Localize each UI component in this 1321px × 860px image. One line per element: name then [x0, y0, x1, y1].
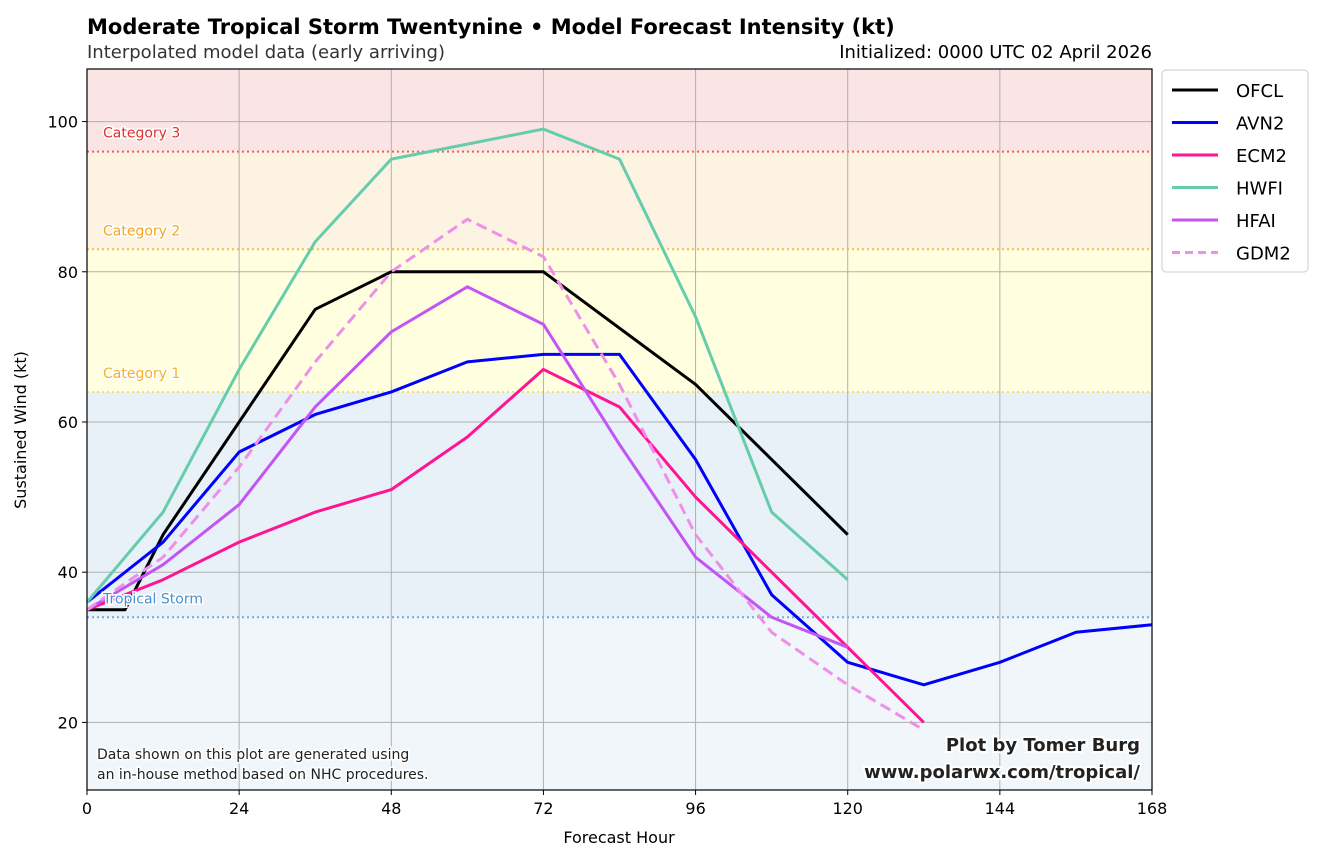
series-line-avn2 [86, 352, 1153, 687]
chart-subtitle: Interpolated model data (early arriving) [87, 42, 445, 63]
x-tick-label: 0 [82, 799, 92, 818]
band-tropical-storm [87, 391, 1152, 618]
y-tick-label: 60 [58, 413, 78, 432]
x-tick-label: 48 [381, 799, 401, 818]
legend-box [1161, 69, 1309, 273]
y-tick-label: 20 [58, 713, 78, 732]
x-tick-label: 120 [832, 799, 863, 818]
legend-label-hfai: HFAI [1236, 211, 1276, 232]
legend-label-ecm2: ECM2 [1236, 146, 1287, 167]
plot-frame [86, 68, 1153, 791]
band-label: Category 3 [103, 126, 180, 142]
legend: OFCL AVN2 ECM2 HWFI HFAI GDM2 [1161, 69, 1309, 273]
band-category-3 [87, 69, 1152, 152]
y-tick-label: 80 [58, 263, 78, 282]
y-tick-label: 100 [47, 113, 78, 132]
band-below [87, 617, 1152, 790]
series-line-gdm2 [86, 217, 925, 732]
series-line-ecm2 [86, 367, 925, 724]
x-tick-label: 72 [533, 799, 553, 818]
band-category-2 [87, 151, 1152, 250]
band-label: Tropical Storm [102, 591, 203, 607]
method-note-line2: an in-house method based on NHC procedur… [97, 767, 429, 783]
x-axis-label: Forecast Hour [563, 828, 675, 847]
init-time: Initialized: 0000 UTC 02 April 2026 [839, 42, 1152, 63]
band-label: Category 2 [103, 223, 180, 239]
x-tick-label: 144 [985, 799, 1016, 818]
x-tick-label: 168 [1137, 799, 1168, 818]
y-tick-label: 40 [58, 563, 78, 582]
band-category-1 [87, 249, 1152, 392]
legend-label-ofcl: OFCL [1236, 81, 1283, 102]
legend-label-hwfi: HWFI [1236, 179, 1283, 200]
chart-title: Moderate Tropical Storm Twentynine • Mod… [87, 15, 895, 39]
credit-url: www.polarwx.com/tropical/ [864, 762, 1140, 783]
method-note-line1: Data shown on this plot are generated us… [97, 747, 409, 763]
series-line-ofcl [87, 270, 849, 612]
x-tick-label: 96 [685, 799, 705, 818]
credit-author: Plot by Tomer Burg [946, 735, 1140, 756]
legend-label-avn2: AVN2 [1236, 114, 1284, 135]
legend-label-gdm2: GDM2 [1236, 244, 1291, 265]
series-line-hwfi [85, 127, 849, 604]
y-axis-label: Sustained Wind (kt) [11, 351, 30, 509]
band-label: Category 1 [103, 366, 180, 382]
series-line-hfai [86, 285, 849, 649]
x-tick-label: 24 [229, 799, 249, 818]
